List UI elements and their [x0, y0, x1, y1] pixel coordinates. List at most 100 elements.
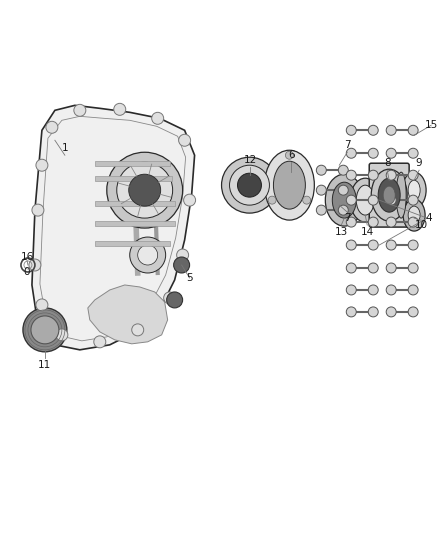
Text: 14: 14: [360, 227, 374, 237]
Circle shape: [346, 285, 356, 295]
Circle shape: [408, 148, 418, 158]
Circle shape: [138, 245, 158, 265]
Circle shape: [346, 170, 356, 180]
Circle shape: [74, 104, 86, 116]
Ellipse shape: [396, 172, 406, 218]
FancyBboxPatch shape: [95, 241, 170, 246]
Circle shape: [36, 159, 48, 171]
Circle shape: [408, 263, 418, 273]
Circle shape: [173, 257, 190, 273]
Circle shape: [368, 240, 378, 250]
Circle shape: [132, 324, 144, 336]
Circle shape: [368, 263, 378, 273]
Circle shape: [46, 122, 58, 133]
Circle shape: [408, 240, 418, 250]
Circle shape: [386, 240, 396, 250]
Circle shape: [32, 204, 44, 216]
Circle shape: [130, 237, 166, 273]
Circle shape: [338, 165, 348, 175]
Circle shape: [346, 240, 356, 250]
Ellipse shape: [408, 206, 420, 224]
Circle shape: [408, 285, 418, 295]
Polygon shape: [88, 285, 168, 344]
Ellipse shape: [371, 169, 407, 221]
Circle shape: [368, 285, 378, 295]
Circle shape: [184, 194, 196, 206]
Ellipse shape: [402, 172, 426, 208]
Circle shape: [316, 165, 326, 175]
Circle shape: [303, 196, 311, 204]
Circle shape: [177, 249, 189, 261]
Text: 9: 9: [416, 158, 422, 168]
Circle shape: [346, 125, 356, 135]
Circle shape: [368, 148, 378, 158]
Circle shape: [368, 307, 378, 317]
Text: 11: 11: [38, 360, 52, 370]
Circle shape: [386, 263, 396, 273]
Text: 16: 16: [20, 252, 34, 262]
Circle shape: [179, 134, 191, 146]
Circle shape: [166, 292, 183, 308]
Ellipse shape: [356, 185, 374, 215]
Circle shape: [237, 173, 261, 197]
Circle shape: [386, 148, 396, 158]
Circle shape: [107, 152, 183, 228]
Circle shape: [386, 217, 396, 227]
Circle shape: [338, 185, 348, 195]
Ellipse shape: [378, 178, 400, 212]
Circle shape: [368, 170, 378, 180]
Text: 6: 6: [288, 150, 295, 160]
Circle shape: [346, 148, 356, 158]
Ellipse shape: [265, 150, 314, 220]
Circle shape: [29, 259, 41, 271]
Circle shape: [286, 151, 293, 159]
Ellipse shape: [332, 182, 356, 218]
FancyBboxPatch shape: [95, 176, 172, 181]
FancyBboxPatch shape: [95, 201, 175, 206]
Circle shape: [408, 307, 418, 317]
Circle shape: [408, 125, 418, 135]
Circle shape: [23, 308, 67, 352]
Circle shape: [164, 292, 176, 304]
Circle shape: [346, 217, 356, 227]
Circle shape: [408, 170, 418, 180]
Text: 15: 15: [424, 120, 438, 130]
Text: 13: 13: [335, 227, 348, 237]
FancyBboxPatch shape: [369, 163, 409, 227]
Circle shape: [117, 162, 173, 218]
Text: 0: 0: [24, 267, 30, 277]
FancyBboxPatch shape: [95, 221, 175, 226]
Text: 4: 4: [426, 213, 432, 223]
Circle shape: [56, 329, 68, 341]
Ellipse shape: [325, 174, 363, 226]
Circle shape: [408, 217, 418, 227]
Text: 8: 8: [384, 158, 391, 168]
Circle shape: [94, 336, 106, 348]
Circle shape: [31, 316, 59, 344]
Circle shape: [346, 263, 356, 273]
Circle shape: [386, 307, 396, 317]
Ellipse shape: [273, 161, 305, 209]
Circle shape: [36, 299, 48, 311]
Circle shape: [114, 103, 126, 115]
Circle shape: [386, 170, 396, 180]
Circle shape: [316, 185, 326, 195]
Circle shape: [346, 307, 356, 317]
Text: 1: 1: [62, 143, 68, 154]
Circle shape: [338, 205, 348, 215]
Circle shape: [268, 196, 276, 204]
Text: 7: 7: [344, 140, 350, 150]
Circle shape: [408, 195, 418, 205]
Circle shape: [129, 174, 161, 206]
Circle shape: [316, 205, 326, 215]
Text: 5: 5: [186, 273, 193, 283]
Polygon shape: [32, 106, 194, 350]
Circle shape: [222, 157, 277, 213]
Circle shape: [152, 112, 164, 124]
Text: 12: 12: [244, 155, 257, 165]
Circle shape: [368, 195, 378, 205]
Text: 7: 7: [344, 213, 350, 223]
Circle shape: [386, 125, 396, 135]
Ellipse shape: [408, 180, 420, 200]
Circle shape: [386, 195, 396, 205]
